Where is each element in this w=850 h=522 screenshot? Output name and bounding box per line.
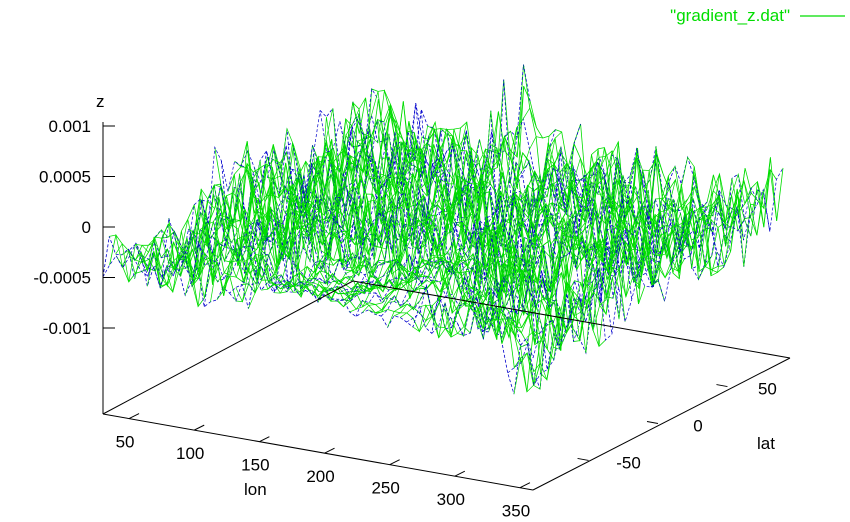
lon-axis-line	[102, 413, 534, 491]
lon-tick	[193, 424, 205, 431]
mesh-line-lon	[469, 190, 721, 338]
axes	[102, 122, 791, 491]
mesh-line-lat	[319, 107, 751, 267]
lon-tick-label: 250	[371, 479, 399, 498]
lon-axis-label: lon	[244, 480, 267, 499]
lon-tick	[259, 436, 270, 443]
mesh-line-lon	[134, 91, 385, 279]
lon-tick-label: 100	[176, 444, 204, 463]
z-tick-label: -0.0005	[33, 269, 91, 288]
mesh-line-lon	[507, 187, 759, 386]
lon-tick-label: 50	[116, 433, 135, 452]
lat-tick-label: 50	[758, 380, 777, 399]
lat-tick	[577, 457, 589, 461]
mesh-line-lon	[387, 147, 638, 328]
mesh-line-lon	[146, 114, 398, 289]
lon-tick	[324, 447, 335, 454]
lat-tick-label: 0	[693, 417, 702, 436]
mesh-line-lon	[406, 147, 657, 323]
lat-tick-label: -50	[616, 453, 641, 472]
mesh-line-lat	[280, 128, 711, 280]
mesh-line-lon	[210, 125, 461, 302]
mesh-line-lon	[235, 128, 487, 303]
mesh-line-lon	[501, 172, 752, 350]
back-edge-lon	[352, 280, 791, 359]
lon-tick-label: 300	[437, 490, 465, 509]
mesh-line-lon	[330, 123, 581, 302]
mesh-line-lon	[400, 153, 651, 318]
z-tick-label: 0.001	[48, 117, 91, 136]
mesh-line-lon	[273, 86, 525, 294]
mesh-line-lon	[267, 135, 518, 290]
z-axis-label: z	[96, 92, 105, 111]
mesh-line-lon	[482, 189, 733, 338]
lat-tick	[716, 384, 728, 388]
z-tick-label: 0	[82, 218, 91, 237]
back-edge-lat	[102, 280, 354, 415]
lon-tick	[389, 459, 400, 466]
surface-mesh	[102, 64, 784, 395]
lat-axis-line	[532, 357, 791, 491]
legend-label: "gradient_z.dat"	[670, 6, 790, 25]
mesh-line-lon	[286, 107, 537, 297]
lon-tick	[128, 413, 140, 420]
mesh-line-lon	[513, 181, 765, 395]
lon-tick	[454, 470, 466, 477]
mesh-line-lon	[450, 156, 702, 340]
mesh-line-lon	[222, 136, 474, 288]
lat-axis-label: lat	[757, 434, 775, 453]
mesh-line-lon	[242, 135, 493, 289]
legend: "gradient_z.dat"	[670, 6, 845, 25]
mesh-line-lon	[121, 113, 373, 275]
z-tick-label: 0.0005	[39, 168, 91, 187]
mesh-line-lon	[324, 142, 575, 302]
lon-tick	[519, 482, 531, 489]
mesh-line-lon	[526, 169, 778, 354]
mesh-line-lon	[343, 151, 594, 302]
mesh-line-lon	[456, 177, 708, 340]
mesh-line-lon	[532, 167, 784, 359]
mesh-line-lon	[172, 122, 423, 281]
mesh-line-lon	[279, 64, 531, 293]
mesh-line-lon	[203, 109, 455, 307]
mesh-line-lon	[153, 118, 404, 289]
lat-tick	[646, 421, 659, 424]
ticks: 0.001 0.0005 0 -0.0005 -0.001 50 100 150 200 250 3…	[33, 117, 777, 521]
lon-tick-label: 350	[502, 502, 530, 521]
lon-tick-label: 150	[241, 456, 269, 475]
z-tick-label: -0.001	[43, 319, 91, 338]
mesh-line-lon	[229, 130, 480, 302]
mesh-line-lon	[495, 168, 746, 351]
mesh-line-lon	[311, 131, 562, 297]
mesh-line-lon	[520, 157, 771, 393]
lon-tick-label: 200	[306, 467, 334, 486]
mesh-line-lon	[374, 140, 626, 315]
mesh-line-lon	[140, 89, 392, 287]
